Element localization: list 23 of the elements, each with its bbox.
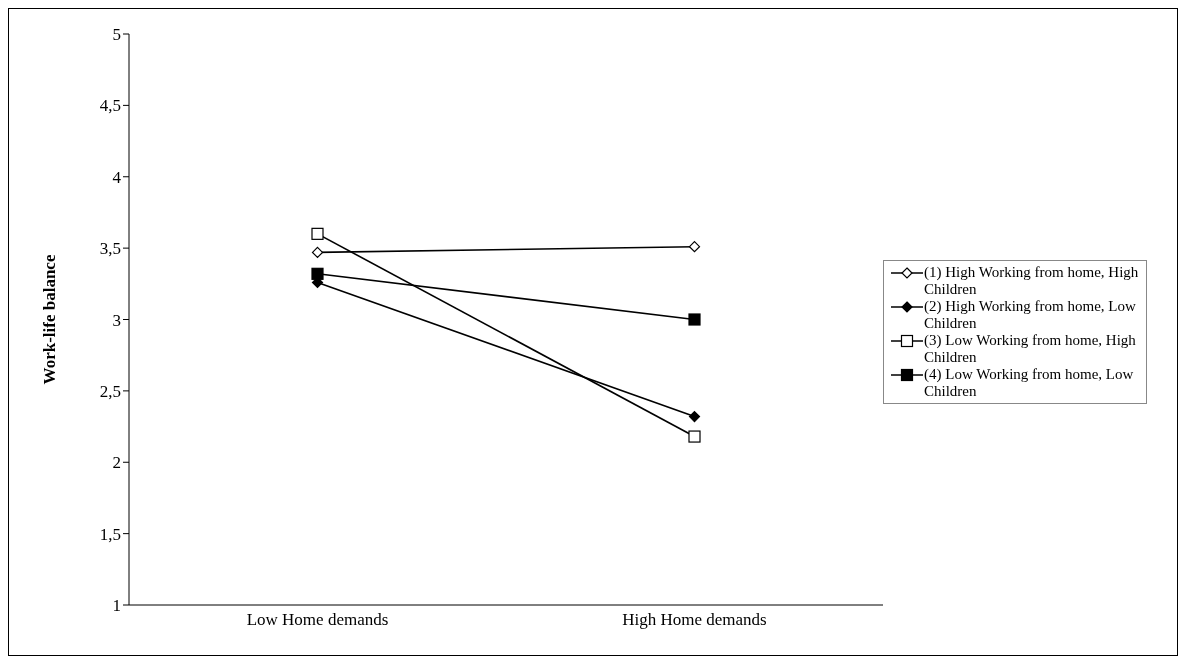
- y-tick-label: 1,5: [99, 524, 121, 544]
- y-tick-label: 5: [112, 25, 121, 45]
- y-tick-label: 2,5: [99, 381, 121, 401]
- x-tick-label: Low Home demands: [246, 610, 389, 630]
- point: [311, 246, 324, 259]
- y-axis-title: Work-life balance: [40, 254, 60, 385]
- legend-label: (3) Low Working from home, High Children: [924, 332, 1137, 366]
- y-tick-label: 3,5: [99, 239, 121, 259]
- point: [311, 227, 324, 240]
- point: [688, 313, 701, 326]
- point: [688, 241, 701, 253]
- point: [688, 410, 701, 423]
- y-tick-label: 2: [112, 453, 121, 473]
- legend-label: (1) High Working from home, High Children: [924, 264, 1140, 298]
- x-tick-label: High Home demands: [622, 610, 767, 630]
- legend-label: (4) Low Working from home, Low Children: [924, 366, 1135, 400]
- y-tick-label: 1: [112, 596, 121, 616]
- legend-label: (2) High Working from home, Low Children: [924, 298, 1137, 332]
- point: [311, 267, 324, 280]
- y-tick-label: 3: [112, 310, 121, 330]
- y-tick-label: 4: [112, 167, 122, 187]
- point: [688, 430, 701, 443]
- y-tick-label: 4,5: [99, 96, 121, 116]
